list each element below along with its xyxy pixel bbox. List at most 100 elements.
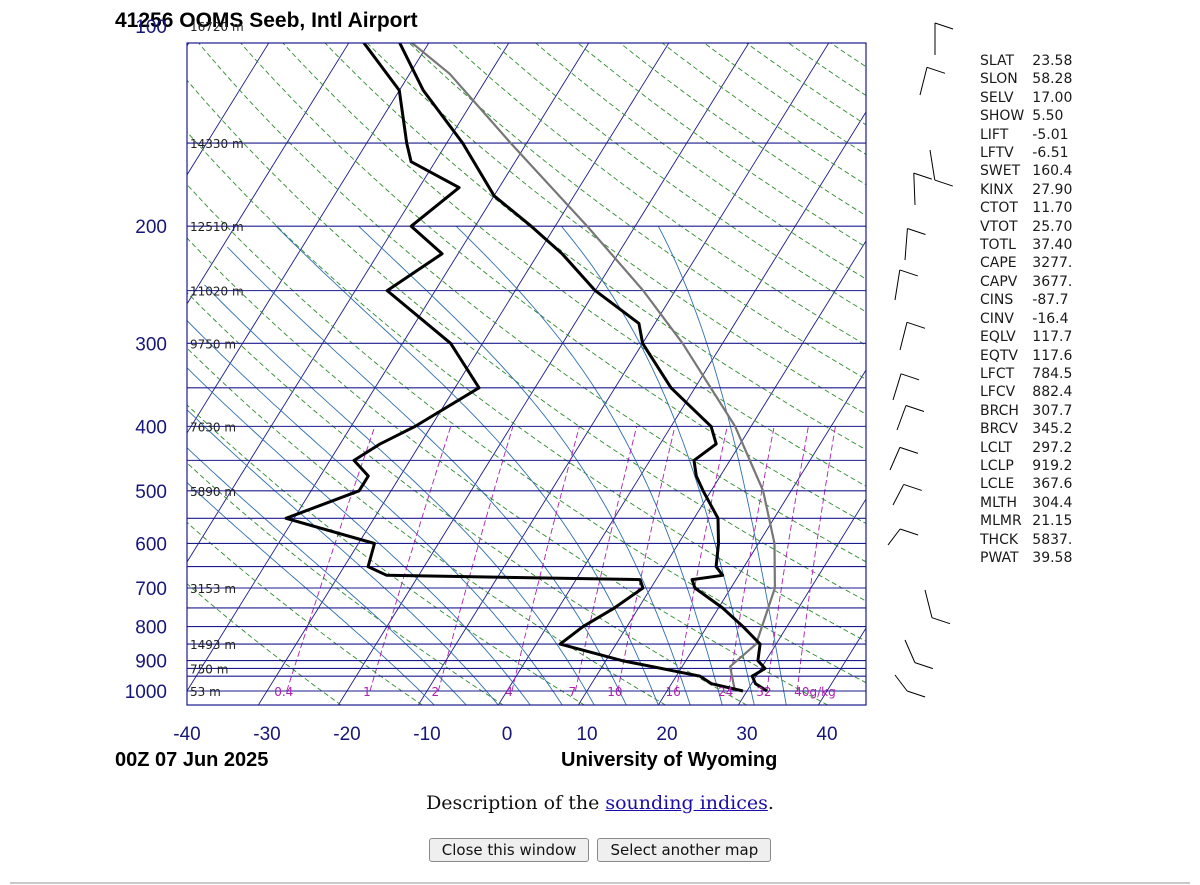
pressure-label: 600	[135, 534, 167, 555]
wind-barb-staff	[929, 149, 936, 181]
pressure-label: 800	[135, 618, 167, 639]
index-row: BRCH 307.7	[978, 402, 1078, 420]
x-tick-label: -20	[333, 724, 360, 745]
index-row: EQLV 117.7	[978, 328, 1078, 346]
index-row: MLMR 21.15	[978, 512, 1078, 530]
height-label: 1493 m	[190, 638, 236, 652]
index-row: EQTV 117.6	[978, 347, 1078, 365]
index-key: LCLT	[980, 439, 1012, 456]
isotherm-line	[187, 43, 430, 434]
index-key: SLON	[980, 71, 1018, 88]
close-window-button[interactable]: Close this window	[428, 838, 590, 862]
index-key: CINS	[980, 292, 1014, 309]
height-label: 14330 m	[190, 137, 244, 151]
pressure-label: 500	[135, 482, 167, 503]
moist-adiabat	[657, 225, 787, 705]
dry-adiabat	[577, 43, 866, 248]
profile-layer	[284, 43, 777, 693]
description-suffix: .	[767, 792, 774, 814]
isotherm-line	[257, 43, 670, 705]
dewpoint-line	[284, 43, 744, 693]
isotherm-line	[0, 0, 58, 705]
mixing-ratio-label: 0.4	[274, 685, 293, 699]
index-row: CAPV 3677.	[978, 273, 1078, 291]
index-value: 304.4	[1032, 494, 1073, 511]
index-value: 5837.	[1032, 531, 1073, 548]
moist-adiabat	[204, 284, 595, 705]
x-tick-label: 30	[736, 724, 757, 745]
wind-barb-flag	[903, 483, 922, 491]
height-label: 5890 m	[190, 485, 236, 499]
isotherm-line	[497, 111, 866, 705]
index-value: 3277.	[1032, 255, 1073, 272]
index-key: LFTV	[980, 145, 1014, 162]
isotherm-line	[0, 0, 138, 705]
moist-adiabat	[358, 225, 691, 705]
x-tick-label: -10	[413, 724, 440, 745]
index-row: CAPE 3277.	[978, 254, 1078, 272]
index-value: 117.6	[1032, 347, 1073, 364]
index-key: LIFT	[980, 126, 1009, 143]
index-key: CAPE	[980, 255, 1017, 272]
height-label: 53 m	[190, 685, 221, 699]
index-value: 17.00	[1032, 89, 1073, 106]
dry-adiabat	[198, 43, 866, 563]
index-value: 23.58	[1032, 53, 1073, 69]
index-value: 919.2	[1032, 457, 1073, 474]
wind-barb-staff	[892, 484, 905, 506]
wind-barb-flag	[899, 269, 918, 277]
index-key: SLAT	[980, 53, 1015, 69]
index-row: SHOW 5.50	[978, 107, 1078, 125]
wind-barb-staff	[892, 373, 902, 401]
isotherm-line	[577, 240, 866, 705]
index-key: PWAT	[980, 549, 1019, 566]
mixing-ratio-line	[286, 426, 376, 692]
index-row: PWAT 39.58	[978, 549, 1078, 567]
index-row: SLON 58.28	[978, 70, 1078, 88]
footer-source: University of Wyoming	[561, 749, 777, 771]
footer-date: 00Z 07 Jun 2025	[115, 749, 268, 771]
index-value: 117.7	[1032, 329, 1073, 346]
index-value: 27.90	[1032, 181, 1073, 198]
mixing-ratio-label: 2	[432, 685, 440, 699]
pressure-label: 300	[135, 334, 167, 355]
index-value: 5.50	[1032, 108, 1064, 125]
index-key: LFCV	[980, 384, 1016, 401]
index-value: -16.4	[1032, 310, 1069, 327]
index-value: 11.70	[1032, 200, 1073, 217]
moist-adiabat	[455, 225, 723, 705]
x-tick-label: -30	[253, 724, 280, 745]
index-key: MLMR	[980, 513, 1022, 530]
index-key: EQTV	[980, 347, 1018, 364]
index-value: 160.4	[1032, 163, 1073, 180]
index-value: -6.51	[1032, 145, 1069, 162]
dry-adiabat	[187, 237, 829, 705]
index-key: VTOT	[980, 218, 1018, 235]
mixing-ratio-line	[511, 426, 580, 692]
height-label: 11020 m	[190, 285, 244, 299]
sounding-indices-link[interactable]: sounding indices	[605, 792, 768, 814]
index-value: 3677.	[1032, 273, 1073, 290]
wind-barb-flag	[899, 528, 919, 536]
select-map-button[interactable]: Select another map	[597, 838, 772, 862]
index-key: SHOW	[980, 108, 1025, 125]
index-row: LCLP 919.2	[978, 457, 1078, 475]
wind-barb-staff	[894, 674, 908, 692]
index-value: 297.2	[1032, 439, 1073, 456]
x-tick-label: 0	[502, 724, 513, 745]
moist-adiabat	[275, 225, 659, 705]
pressure-label: 100	[135, 17, 167, 38]
wind-barb-flag	[907, 228, 926, 235]
wind-barb-staff	[913, 173, 916, 206]
index-key: SWET	[980, 163, 1021, 180]
index-value: 58.28	[1032, 71, 1073, 88]
isotherm-line	[187, 43, 350, 305]
height-label: 3153 m	[190, 582, 236, 596]
isotherm-line	[657, 369, 866, 705]
mixing-ratio-label: 16	[666, 685, 681, 699]
index-key: THCK	[980, 531, 1019, 548]
index-row: SWET 160.4	[978, 162, 1078, 180]
dry-adiabat	[187, 404, 585, 705]
moist-adiabat	[227, 246, 627, 705]
